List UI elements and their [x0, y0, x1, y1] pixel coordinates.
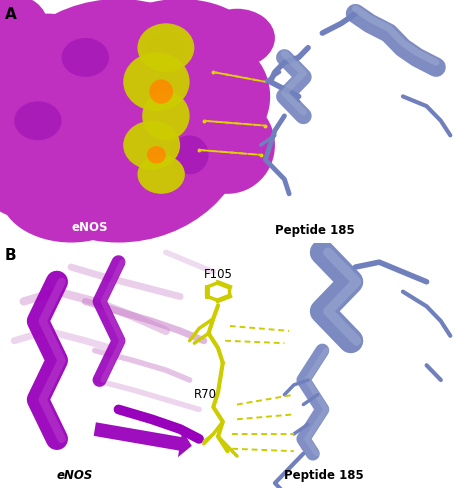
Ellipse shape [0, 15, 118, 131]
Text: F105: F105 [204, 267, 233, 280]
Text: A: A [5, 7, 17, 22]
Ellipse shape [123, 54, 190, 112]
Ellipse shape [0, 0, 47, 54]
FancyArrow shape [94, 423, 192, 457]
Ellipse shape [62, 39, 109, 78]
Ellipse shape [109, 0, 251, 78]
Text: Peptide 185: Peptide 185 [284, 468, 364, 481]
Ellipse shape [0, 0, 251, 243]
Text: Peptide 185: Peptide 185 [275, 224, 355, 236]
Ellipse shape [142, 92, 190, 141]
Text: R70: R70 [194, 387, 218, 400]
Ellipse shape [199, 10, 275, 68]
Ellipse shape [137, 156, 185, 194]
Ellipse shape [156, 39, 270, 156]
Ellipse shape [137, 24, 194, 73]
Text: B: B [5, 248, 17, 263]
Text: eNOS: eNOS [71, 221, 108, 234]
Ellipse shape [0, 73, 81, 219]
Ellipse shape [81, 112, 223, 228]
Ellipse shape [149, 80, 173, 104]
Ellipse shape [171, 136, 209, 175]
Ellipse shape [147, 34, 185, 63]
Ellipse shape [0, 146, 142, 243]
Ellipse shape [180, 97, 275, 194]
Ellipse shape [123, 122, 180, 170]
Text: eNOS: eNOS [57, 468, 93, 481]
Ellipse shape [147, 147, 166, 164]
Ellipse shape [14, 102, 62, 141]
